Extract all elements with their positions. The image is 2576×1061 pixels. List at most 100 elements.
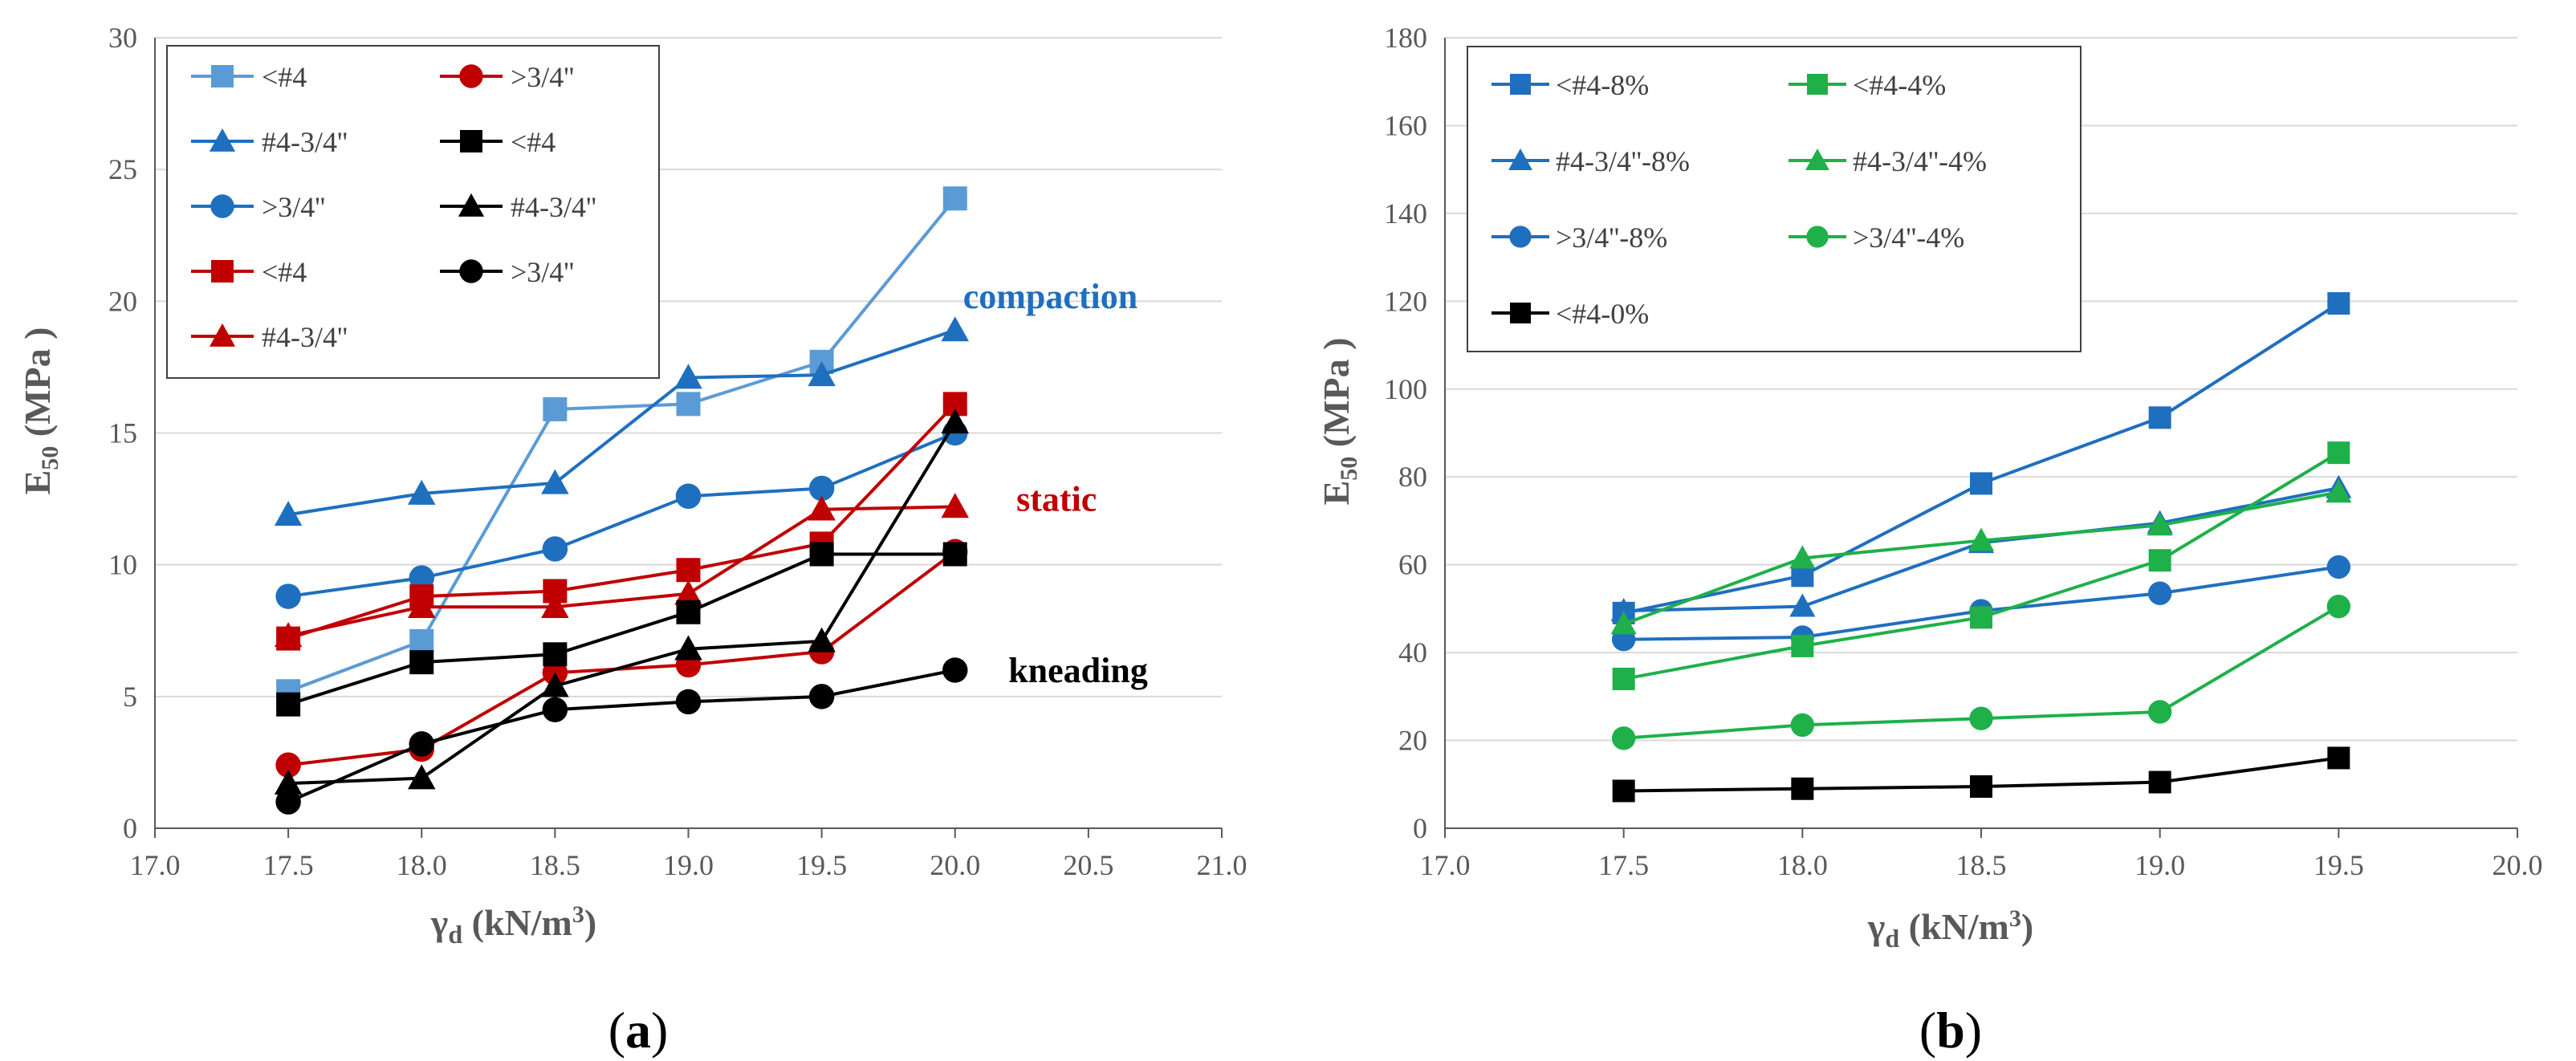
data-point xyxy=(2327,746,2350,770)
y-tick-label: 20 xyxy=(1398,725,1427,757)
annotation-kneading: kneading xyxy=(1008,651,1148,690)
data-point xyxy=(1791,777,1814,800)
series-8 xyxy=(275,657,968,815)
legend-label: <#4 xyxy=(511,126,555,158)
y-tick-label: 80 xyxy=(1398,461,1427,493)
data-point xyxy=(1789,593,1816,617)
chart-a-legend: <#4 #4-3/4'' >3/4'' <#4 #4-3/4'' >3/4'' <#4 #4-… xyxy=(166,45,660,379)
data-point xyxy=(275,789,301,815)
data-point xyxy=(1612,667,1635,690)
series-line xyxy=(287,669,956,804)
data-point xyxy=(275,583,301,609)
legend-label: <#4-0% xyxy=(1556,298,1649,330)
chart-a-x-axis-label: γd (kN/m3) xyxy=(430,901,596,949)
y-tick-label: 20 xyxy=(108,285,137,317)
legend-entry: >3/4'' xyxy=(191,191,325,223)
chart-b-legend-box xyxy=(1467,46,2082,352)
legend-entry: >3/4'' xyxy=(440,61,574,93)
legend-swatch-marker xyxy=(209,128,236,152)
data-point xyxy=(542,697,568,722)
data-point xyxy=(941,493,969,518)
legend-entry: <#4-4% xyxy=(1789,69,1946,101)
data-point xyxy=(543,396,568,421)
data-point xyxy=(409,650,434,675)
series-3 xyxy=(1612,441,2350,690)
y-tick-label: 140 xyxy=(1384,197,1427,230)
x-tick-label: 21.0 xyxy=(1197,849,1247,881)
legend-label: <#4-8% xyxy=(1556,69,1649,101)
legend-label: >3/4'' xyxy=(511,61,574,93)
data-point xyxy=(2326,555,2351,579)
y-tick-label: 160 xyxy=(1384,109,1427,141)
chart-b-y-ticks: 0 20 40 60 80 100 120 140 160 180 xyxy=(1384,22,1427,844)
data-point xyxy=(541,592,569,618)
x-tick-label: 19.5 xyxy=(2314,849,2364,881)
y-tick-label: 40 xyxy=(1398,636,1427,669)
chart-b-legend: <#4-8% #4-3/4''-8% >3/4''-8% <#4-0% <#4-4% #4… xyxy=(1467,46,2082,352)
legend-label: #4-3/4'' xyxy=(262,126,348,158)
legend-label: >3/4'' xyxy=(511,256,574,288)
y-tick-label: 120 xyxy=(1384,285,1427,317)
x-tick-label: 19.0 xyxy=(663,849,714,881)
legend-swatch-marker xyxy=(1510,74,1531,95)
legend-label: #4-3/4''-8% xyxy=(1556,145,1690,177)
x-tick-label: 17.5 xyxy=(1598,849,1649,881)
legend-swatch-marker xyxy=(1807,74,1828,95)
legend-entry: <#4-0% xyxy=(1491,298,1649,330)
chart-a-annotations: compaction static kneading xyxy=(963,277,1148,690)
x-tick-label: 17.0 xyxy=(1420,849,1471,881)
data-point xyxy=(942,542,967,567)
legend-entry: #4-3/4'' xyxy=(191,126,348,158)
series-6 xyxy=(1612,746,2350,803)
y-tick-label: 60 xyxy=(1398,549,1427,581)
y-tick-label: 0 xyxy=(123,812,137,844)
data-point xyxy=(2326,479,2352,503)
data-point xyxy=(676,392,701,417)
legend-entry: >3/4'' xyxy=(440,256,574,288)
series-2 xyxy=(1611,555,2351,652)
legend-swatch-marker xyxy=(1510,303,1531,323)
annotation-static: static xyxy=(1016,480,1097,519)
legend-swatch-marker xyxy=(460,130,482,152)
x-tick-label: 19.0 xyxy=(2134,849,2185,881)
data-point xyxy=(675,483,702,510)
data-point xyxy=(2148,406,2171,429)
data-point xyxy=(2326,594,2351,619)
data-point xyxy=(541,469,569,494)
y-tick-label: 15 xyxy=(108,417,137,449)
legend-swatch-marker xyxy=(459,259,483,283)
chart-b-x-ticks: 17.0 17.5 18.0 18.5 19.0 19.5 20.0 xyxy=(1420,849,2543,881)
y-tick-label: 0 xyxy=(1413,812,1427,844)
data-point xyxy=(274,501,303,526)
chart-b-y-axis-label: E50 (MPa ) xyxy=(1316,338,1362,506)
data-point xyxy=(274,622,303,648)
x-tick-label: 19.5 xyxy=(796,849,847,881)
chart-b-x-axis-label: γd (kN/m3) xyxy=(1867,905,2033,953)
legend-swatch-marker xyxy=(459,64,483,88)
data-point xyxy=(808,495,836,521)
chart-a-legend-box xyxy=(166,45,660,379)
legend-label: >3/4'' xyxy=(262,191,325,223)
data-point xyxy=(541,672,569,697)
series-line xyxy=(287,328,956,517)
data-point xyxy=(408,479,436,505)
x-tick-label: 17.0 xyxy=(130,849,181,881)
y-tick-label: 5 xyxy=(123,681,137,713)
series-5 xyxy=(1611,594,2351,750)
chart-a-x-ticks: 17.0 17.5 18.0 18.5 19.0 19.5 20.0 20.5 21.0 xyxy=(130,849,1247,881)
annotation-compaction: compaction xyxy=(963,277,1138,316)
data-point xyxy=(408,764,436,790)
series-0 xyxy=(276,186,967,704)
data-point xyxy=(676,600,701,624)
legend-swatch-marker xyxy=(1806,226,1829,248)
series-2 xyxy=(275,420,968,609)
data-point xyxy=(2147,512,2173,536)
series-7 xyxy=(274,409,969,795)
legend-swatch-marker xyxy=(1509,226,1532,248)
data-point xyxy=(1610,611,1637,635)
data-point xyxy=(2148,770,2171,794)
legend-entry: <#4 xyxy=(191,61,307,93)
legend-label: <#4 xyxy=(262,61,307,93)
legend-entry: #4-3/4'' xyxy=(191,321,348,353)
data-point xyxy=(1969,706,1993,730)
